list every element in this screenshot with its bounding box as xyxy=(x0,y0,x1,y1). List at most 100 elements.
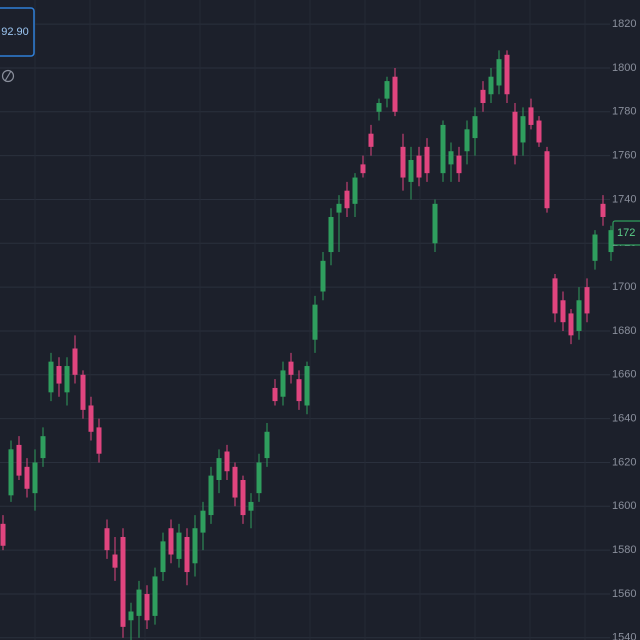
candle-body xyxy=(496,59,502,86)
candle-body xyxy=(112,554,118,568)
candle-body xyxy=(128,611,134,621)
candle-body xyxy=(360,164,366,174)
candle-body xyxy=(368,133,374,147)
candle-body xyxy=(480,89,486,104)
y-tick-label: 1740 xyxy=(612,193,636,205)
y-tick-label: 1760 xyxy=(612,150,636,162)
candle-body xyxy=(208,475,214,516)
y-tick-label: 1580 xyxy=(612,544,636,556)
candle-body xyxy=(56,366,62,384)
candle-body xyxy=(224,451,230,472)
price-axis: 1540156015801600162016401660168017001720… xyxy=(612,18,636,640)
candle-body xyxy=(336,203,342,213)
candle-body xyxy=(504,54,510,95)
y-tick-label: 1800 xyxy=(612,62,636,74)
candle-body xyxy=(384,81,390,99)
y-tick-label: 1600 xyxy=(612,500,636,512)
candle-body xyxy=(600,203,606,217)
y-tick-label: 1540 xyxy=(612,632,636,640)
candle-body xyxy=(376,103,382,112)
candle-body xyxy=(40,436,46,459)
candle-body xyxy=(32,462,38,494)
candle-body xyxy=(256,462,262,494)
candle-body xyxy=(240,480,246,516)
candle-body xyxy=(320,260,326,292)
candle-body xyxy=(136,589,142,616)
candle-body xyxy=(512,111,518,156)
candle-body xyxy=(232,466,238,498)
candle-body xyxy=(568,313,574,336)
candles xyxy=(0,50,614,640)
candle-body xyxy=(288,361,294,375)
candle-body xyxy=(424,146,430,174)
candle-body xyxy=(544,151,550,209)
candle-body xyxy=(488,76,494,95)
candle-body xyxy=(184,536,190,573)
candle-body xyxy=(200,510,206,533)
candle-body xyxy=(472,116,478,139)
y-tick-label: 1660 xyxy=(612,369,636,381)
candle-body xyxy=(272,387,278,402)
y-tick-label: 1620 xyxy=(612,456,636,468)
candle-body xyxy=(448,151,454,165)
candle-body xyxy=(152,576,158,616)
candle-body xyxy=(8,449,14,496)
candle-body xyxy=(592,234,598,261)
candle-body xyxy=(176,532,182,559)
candle-body xyxy=(520,116,526,143)
y-tick-label: 1820 xyxy=(612,18,636,30)
candle-body xyxy=(344,190,350,209)
candle-body xyxy=(304,366,310,406)
price-label: 172 xyxy=(617,227,635,239)
candle-body xyxy=(584,287,590,314)
candle-body xyxy=(576,300,582,331)
candle-body xyxy=(16,444,22,476)
candle-body xyxy=(80,374,86,410)
candle-body xyxy=(432,203,438,244)
candle-body xyxy=(552,278,558,314)
candle-body xyxy=(280,370,286,397)
candle-body xyxy=(536,120,542,143)
candle-body xyxy=(264,431,270,459)
candle-body xyxy=(560,300,566,323)
candle-body xyxy=(24,466,30,489)
candle-body xyxy=(144,593,150,621)
candle-body xyxy=(440,124,446,174)
header-value: 92.90 xyxy=(1,26,29,38)
candle-body xyxy=(120,536,126,627)
candle-body xyxy=(328,216,334,253)
candle-body xyxy=(216,458,222,480)
candle-body xyxy=(352,177,358,204)
candle-body xyxy=(392,76,398,112)
candle-body xyxy=(408,160,414,182)
y-tick-label: 1700 xyxy=(612,281,636,293)
candle-body xyxy=(0,523,6,546)
candle-body xyxy=(48,361,54,393)
candle-body xyxy=(400,146,406,178)
candle-body xyxy=(416,155,422,178)
candle-body xyxy=(456,155,462,174)
candle-body xyxy=(528,107,534,125)
candle-body xyxy=(64,366,70,393)
price-label-box xyxy=(612,220,640,246)
y-tick-label: 1560 xyxy=(612,588,636,600)
value-box xyxy=(0,7,35,57)
candle-body xyxy=(312,304,318,340)
candle-body xyxy=(608,230,614,253)
candle-body xyxy=(88,405,94,432)
candle-body xyxy=(192,528,198,564)
candle-body xyxy=(104,528,110,551)
candle-body xyxy=(96,427,102,454)
candle-body xyxy=(464,129,470,152)
y-tick-label: 1780 xyxy=(612,106,636,118)
y-tick-label: 1640 xyxy=(612,413,636,425)
currency-icon xyxy=(1,69,15,83)
candle-body xyxy=(72,348,78,375)
candle-body xyxy=(160,541,166,573)
candle-body xyxy=(248,501,254,511)
y-tick-label: 1680 xyxy=(612,325,636,337)
candle-body xyxy=(168,528,174,555)
candle-body xyxy=(296,379,302,402)
